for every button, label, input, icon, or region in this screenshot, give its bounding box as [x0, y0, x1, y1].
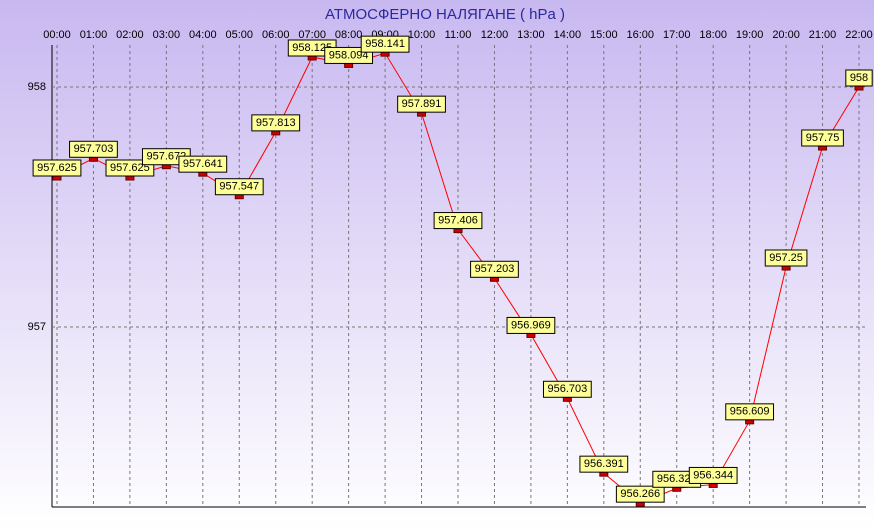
x-tick-label: 17:00: [663, 29, 691, 41]
x-tick-label: 01:00: [80, 29, 108, 41]
value-label: 957.703: [74, 143, 114, 155]
x-tick-label: 22:00: [845, 29, 873, 41]
value-label-box: [178, 155, 228, 173]
value-label-box: [470, 260, 519, 278]
value-label: 956.391: [584, 458, 624, 470]
value-label: 957.891: [402, 98, 442, 110]
value-label: 957.813: [256, 117, 296, 129]
y-tick-label: 957: [28, 321, 46, 333]
value-label: 956.969: [511, 319, 551, 331]
x-tick-label: 04:00: [189, 29, 217, 41]
value-label: 956.609: [730, 406, 770, 418]
x-tick-label: 13:00: [517, 29, 545, 41]
value-label-box: [506, 316, 556, 334]
x-tick-label: 11:00: [445, 29, 472, 41]
value-label-box: [324, 46, 374, 64]
value-label-box: [32, 159, 82, 177]
x-tick-label: 07:00: [298, 29, 326, 41]
x-tick-label: 00:00: [43, 29, 71, 41]
value-label-box: [433, 212, 483, 230]
x-tick-label: 02:00: [116, 29, 144, 41]
x-tick-label: 21:00: [809, 29, 837, 41]
value-label-box: [69, 140, 118, 158]
value-label: 958.125: [292, 42, 332, 54]
value-label: 957.25: [769, 252, 803, 264]
value-label: 956.328: [657, 473, 697, 485]
x-tick-label: 15:00: [590, 29, 618, 41]
value-label: 957.672: [146, 151, 186, 163]
x-tick-label: 03:00: [153, 29, 181, 41]
value-label-box: [105, 159, 155, 177]
x-tick-label: 08:00: [335, 29, 363, 41]
value-label: 957.625: [110, 162, 150, 174]
chart-title: АТМОСФЕРНО НАЛЯГАНЕ ( hPa ): [325, 6, 565, 23]
value-label-box: [214, 178, 264, 196]
value-label: 958: [850, 72, 868, 84]
value-label-box: [251, 114, 301, 132]
x-tick-label: 14:00: [554, 29, 582, 41]
value-label-box: [764, 249, 808, 267]
value-label: 956.266: [620, 488, 660, 500]
value-label-box: [725, 403, 775, 421]
value-label-box: [615, 485, 665, 503]
value-label: 957.75: [806, 132, 840, 144]
value-label-box: [542, 380, 592, 398]
x-tick-label: 05:00: [226, 29, 254, 41]
value-label: 957.625: [37, 162, 77, 174]
value-label-box: [360, 35, 410, 53]
x-tick-label: 16:00: [627, 29, 655, 41]
value-label-box: [579, 455, 629, 473]
x-tick-label: 19:00: [736, 29, 764, 41]
value-label-box: [688, 466, 738, 484]
x-tick-label: 06:00: [262, 29, 290, 41]
x-tick-label: 18:00: [699, 29, 727, 41]
x-tick-label: 12:00: [481, 29, 509, 41]
value-label: 957.406: [438, 214, 478, 226]
value-label: 958.094: [329, 49, 369, 61]
value-label: 957.641: [183, 158, 223, 170]
value-label-box: [397, 95, 446, 113]
x-tick-label: 20:00: [772, 29, 800, 41]
value-label-box: [845, 69, 873, 87]
y-tick-label: 958: [28, 81, 46, 93]
value-label: 957.547: [219, 181, 259, 193]
value-label: 957.203: [475, 263, 515, 275]
value-label: 956.703: [547, 383, 587, 395]
value-label-box: [801, 129, 844, 147]
x-tick-label: 10:00: [408, 29, 436, 41]
value-label: 958.141: [365, 38, 405, 50]
value-label: 956.344: [693, 469, 733, 481]
